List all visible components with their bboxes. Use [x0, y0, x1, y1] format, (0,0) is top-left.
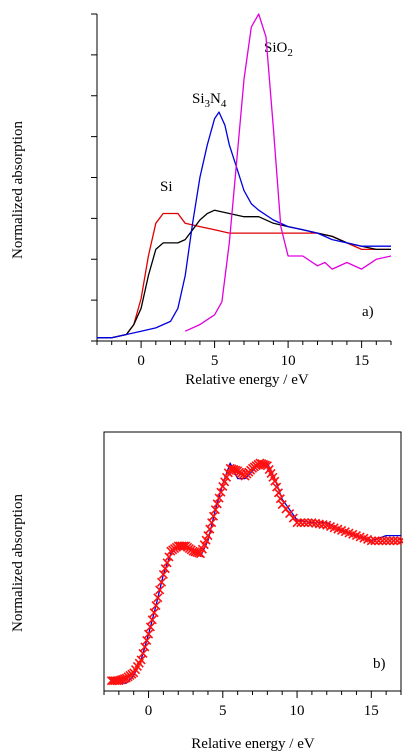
fit-marker — [377, 536, 388, 546]
fit-marker — [370, 536, 380, 546]
annotation-si: Si — [160, 179, 173, 195]
panel-a-label: a) — [362, 304, 374, 320]
panel-b-ylabel: Normalized absorption — [10, 494, 26, 632]
fit-marker — [158, 569, 168, 580]
fit-marker — [155, 585, 165, 595]
panel-a-ylabel: Normalized absorption — [10, 121, 26, 259]
x-tick-label: 10 — [290, 703, 305, 719]
fit-marker — [136, 655, 146, 665]
annotation-si3n4-sub: 3 — [205, 98, 211, 110]
series-fit — [106, 458, 403, 686]
series-line-mixture — [97, 209, 391, 339]
panel-a: Normalized absorption Relative energy / … — [10, 13, 392, 388]
fit-marker — [214, 493, 224, 503]
fit-marker — [160, 564, 170, 574]
x-tick-label: 0 — [145, 703, 153, 719]
x-tick-label: 0 — [137, 353, 145, 369]
fit-marker — [374, 536, 384, 546]
fit-marker — [392, 536, 402, 546]
fit-marker — [389, 536, 399, 546]
fit-marker — [270, 476, 280, 486]
fit-marker — [275, 494, 285, 504]
fit-marker — [140, 642, 150, 652]
x-tick-label: 15 — [354, 353, 369, 369]
series-line-measured — [111, 462, 401, 684]
fit-marker — [208, 511, 219, 521]
fit-marker — [147, 615, 157, 625]
fit-marker — [153, 593, 163, 603]
fit-marker — [149, 608, 159, 618]
panel-b-plot-area: 0 5 10 15 — [103, 431, 403, 719]
fit-marker — [212, 499, 222, 509]
fit-marker — [205, 524, 215, 534]
fit-marker — [207, 518, 217, 528]
fit-marker — [142, 635, 152, 646]
x-tick-label: 5 — [211, 353, 219, 369]
fit-marker — [272, 482, 282, 492]
fit-marker — [156, 577, 167, 587]
series-line-sio2 — [184, 13, 392, 332]
fit-marker — [216, 487, 226, 497]
fit-marker — [210, 505, 220, 515]
annotation-sio2: SiO2 — [264, 40, 293, 59]
x-tick-label: 5 — [219, 703, 227, 719]
fit-marker — [162, 558, 172, 568]
fit-marker — [145, 622, 155, 632]
panel-b-label: b) — [373, 656, 386, 672]
x-tick-label: 10 — [281, 353, 296, 369]
fit-marker — [381, 536, 391, 546]
series-line-si3n4 — [97, 111, 391, 339]
fit-marker — [273, 488, 284, 498]
fit-marker — [299, 518, 310, 528]
fit-marker — [385, 536, 395, 546]
fit-marker — [296, 518, 306, 528]
panel-a-xlabel: Relative energy / eV — [185, 372, 309, 388]
panel-b-xlabel: Relative energy / eV — [191, 736, 315, 751]
fit-marker — [164, 552, 174, 562]
fit-marker — [292, 518, 302, 528]
fit-marker — [143, 629, 154, 639]
x-tick-label: 15 — [364, 703, 379, 719]
fit-marker — [151, 600, 161, 611]
fit-marker — [366, 536, 376, 546]
fit-marker — [203, 531, 213, 541]
fit-marker — [303, 518, 313, 528]
annotation-si3n4: Si3N4 — [192, 91, 227, 110]
panel-b: Normalized absorption Relative energy / … — [10, 431, 403, 751]
fit-marker — [396, 536, 403, 546]
series-line-si — [97, 212, 391, 339]
panel-a-plot-area: 0 5 10 15 — [91, 13, 392, 369]
fit-marker — [138, 648, 148, 659]
